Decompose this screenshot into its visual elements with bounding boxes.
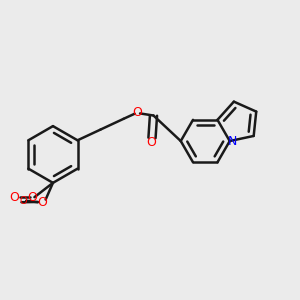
Text: O: O [37, 196, 47, 209]
Text: N: N [227, 134, 237, 148]
Text: O: O [146, 136, 156, 148]
Text: O: O [132, 106, 142, 119]
Text: O: O [28, 191, 38, 204]
Text: O: O [19, 196, 27, 206]
Text: O: O [9, 191, 19, 204]
